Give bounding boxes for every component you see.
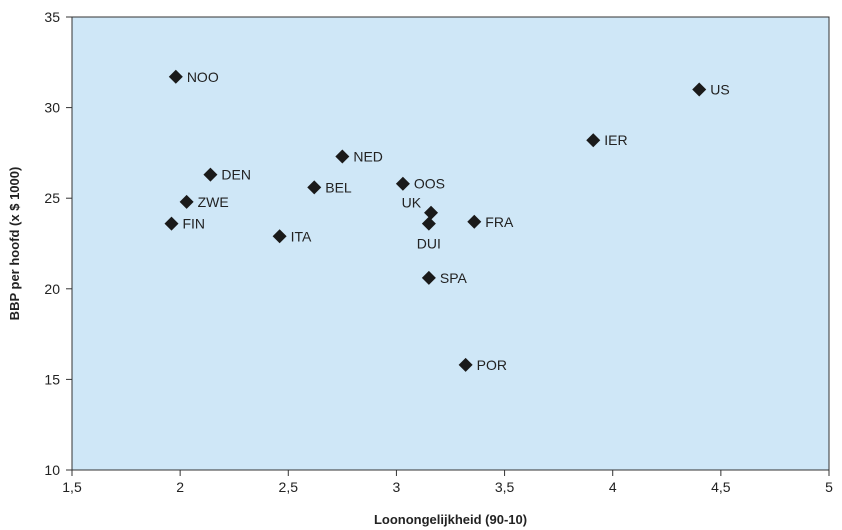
data-point-label: FRA (485, 214, 514, 230)
data-point-marker (395, 176, 410, 191)
data-point-label: SPA (440, 270, 468, 286)
data-point-marker (586, 133, 601, 148)
data-point-label: IER (604, 132, 627, 148)
data-point-label: DUI (417, 236, 441, 252)
data-point-marker (307, 180, 322, 195)
data-point-label: DEN (221, 167, 251, 183)
data-point-marker (424, 205, 439, 220)
data-point-label: ITA (291, 228, 312, 244)
data-point-label: BEL (325, 179, 352, 195)
data-point-marker (421, 216, 436, 231)
y-axis-title: BBP per hoofd (x $ 1000) (7, 167, 22, 321)
data-point-marker (164, 216, 179, 231)
x-tick-label: 3 (393, 479, 401, 495)
data-point-marker (467, 214, 482, 229)
y-tick-label: 35 (44, 9, 60, 25)
x-tick-label: 4 (609, 479, 617, 495)
data-point-label: ZWE (198, 194, 229, 210)
data-point-marker (272, 229, 287, 244)
data-points: NOO US IER NED DEN OOS BEL ZWE UK FRA FIN DUI ITA SPA… (164, 69, 730, 373)
data-point-marker (421, 270, 436, 285)
x-axis-title: Loonongelijkheid (90-10) (374, 512, 527, 527)
x-tick-label: 3,5 (495, 479, 515, 495)
data-point-marker (335, 149, 350, 164)
y-tick-label: 30 (44, 100, 60, 116)
data-point-label: OOS (414, 176, 445, 192)
data-point-marker (458, 357, 473, 372)
x-tick-label: 4,5 (711, 479, 731, 495)
data-point-label: NOO (187, 69, 219, 85)
x-tick-label: 5 (825, 479, 833, 495)
x-tick-label: 2,5 (279, 479, 299, 495)
data-point-label: US (710, 81, 729, 97)
x-tick-label: 2 (176, 479, 184, 495)
data-point-label: FIN (182, 216, 205, 232)
x-axis: 1,5 2 2,5 3 3,5 4 4,5 5 (62, 470, 833, 495)
data-point-marker (692, 82, 707, 97)
data-point-marker (203, 167, 218, 182)
y-axis: 10 15 20 25 30 35 (44, 9, 72, 478)
data-point-marker (168, 69, 183, 84)
x-tick-label: 1,5 (62, 479, 82, 495)
data-point-label: POR (477, 357, 507, 373)
data-point-label: NED (353, 149, 383, 165)
y-tick-label: 20 (44, 281, 60, 297)
data-point-label: UK (402, 195, 422, 211)
y-tick-label: 25 (44, 190, 60, 206)
y-tick-label: 15 (44, 371, 60, 387)
data-point-marker (179, 194, 194, 209)
y-tick-label: 10 (44, 462, 60, 478)
